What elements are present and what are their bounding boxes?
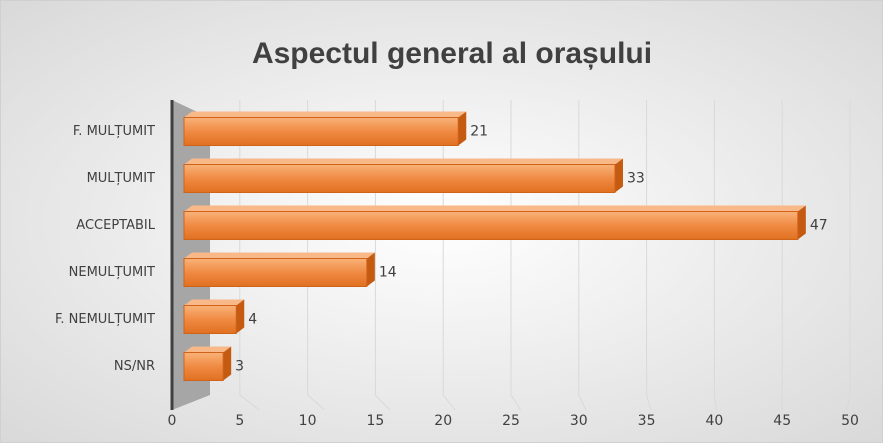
chart-title: Aspectul general al orașului	[252, 37, 652, 70]
bar-part	[184, 111, 467, 118]
bar-part	[183, 211, 799, 240]
bar-part	[184, 252, 375, 259]
bar	[183, 252, 375, 287]
bar-part	[184, 158, 623, 165]
x-tick-label: 0	[168, 413, 177, 429]
data-label: 3	[235, 359, 244, 375]
y-tick-label: MULȚUMIT	[87, 171, 155, 186]
bar-part	[184, 346, 232, 353]
y-tick-label: F. MULȚUMIT	[73, 124, 155, 139]
x-tick-label: 40	[705, 413, 723, 429]
bar-part	[797, 205, 806, 240]
bar-part	[223, 346, 232, 381]
bar-part	[184, 299, 245, 306]
x-tick-label: 35	[638, 413, 656, 429]
bar	[183, 111, 467, 146]
y-tick-label: ACCEPTABIL	[76, 218, 155, 233]
bar-part	[236, 299, 245, 334]
x-tick-label: 5	[235, 413, 244, 429]
grid-line	[239, 100, 260, 411]
x-tick-label: 10	[299, 413, 317, 429]
bar-part	[183, 164, 616, 193]
grid-line	[781, 100, 783, 411]
grid-line	[510, 100, 521, 411]
bar-part	[183, 117, 459, 146]
bar	[183, 158, 623, 193]
y-tick-label: NS/NR	[114, 359, 155, 374]
data-label: 14	[379, 265, 397, 281]
data-label: 4	[248, 312, 257, 328]
data-label: 21	[470, 124, 488, 140]
grid-line	[713, 100, 717, 411]
grid-line	[578, 100, 587, 411]
x-tick-label: 50	[841, 413, 859, 429]
grid-line	[646, 100, 652, 411]
bar-part	[458, 111, 467, 146]
bar-part	[183, 352, 224, 381]
bar	[183, 205, 806, 240]
bar-part	[614, 158, 623, 193]
bar	[183, 346, 232, 381]
x-tick-label: 25	[502, 413, 520, 429]
x-tick-label: 30	[570, 413, 588, 429]
grid-line	[307, 100, 325, 411]
bar-part	[366, 252, 375, 287]
x-tick-label: 45	[773, 413, 791, 429]
bar-part	[183, 258, 368, 287]
grid-line	[374, 100, 391, 411]
bar-part	[184, 205, 806, 212]
x-tick-label: 15	[366, 413, 384, 429]
bar-part	[183, 305, 237, 334]
data-label: 33	[627, 171, 645, 187]
grid-line	[846, 100, 851, 411]
y-tick-label: NEMULȚUMIT	[69, 265, 155, 280]
y-tick-label: F. NEMULȚUMIT	[55, 312, 155, 327]
grid-line	[442, 100, 456, 411]
x-tick-label: 20	[434, 413, 452, 429]
data-label: 47	[810, 218, 828, 234]
bar	[183, 299, 245, 334]
